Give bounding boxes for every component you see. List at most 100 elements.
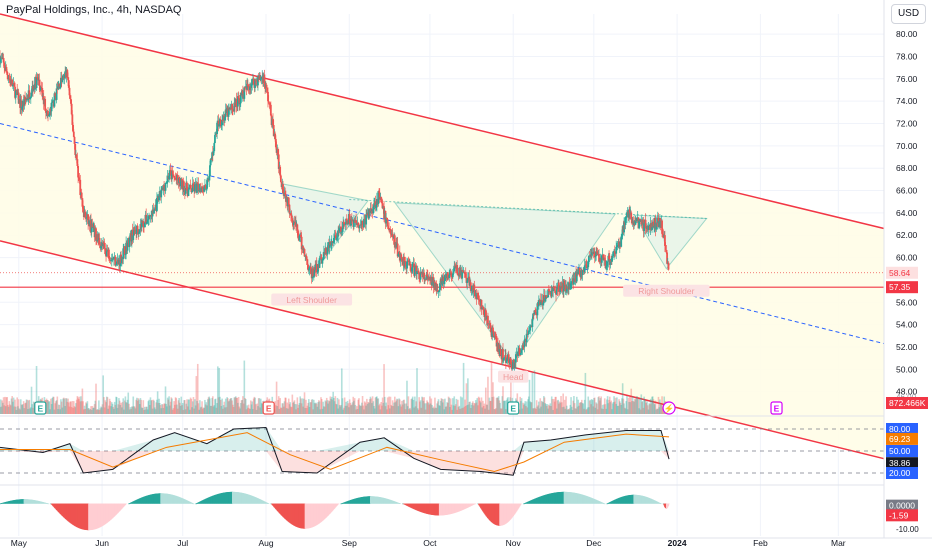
volume-bar	[588, 400, 591, 414]
volume-bar	[90, 406, 92, 414]
oscillator-bar	[603, 503, 605, 504]
volume-bar	[145, 406, 147, 414]
volume-bar	[4, 406, 7, 414]
volume-bar	[236, 397, 238, 414]
volume-bar	[260, 398, 262, 414]
price-axis[interactable]: 80.00 78.00 76.00 74.00 72.00 70.00 68.00 66.00…	[883, 0, 928, 538]
candle-body	[48, 113, 51, 116]
volume-bar	[624, 408, 627, 414]
volume-bar	[166, 406, 168, 414]
candle-body	[85, 217, 88, 219]
candle-body	[325, 248, 327, 254]
volume-bar	[204, 399, 206, 414]
volume-bar	[652, 399, 655, 414]
candle-body	[241, 90, 244, 94]
volume-bar	[650, 403, 653, 414]
volume-bar	[591, 400, 594, 414]
event-markers[interactable]: E E E ⚡ E	[34, 401, 783, 415]
volume-bar	[588, 407, 590, 414]
candle-body	[461, 270, 464, 279]
candle-body	[189, 184, 192, 189]
candle-body	[631, 218, 633, 224]
volume-bar	[11, 396, 13, 414]
candle-body	[296, 224, 299, 234]
volume-bar	[655, 409, 658, 414]
candle-body	[252, 78, 255, 85]
volume-bar	[520, 401, 522, 414]
candle-body	[332, 242, 335, 243]
volume-bar	[212, 406, 215, 414]
volume-bar	[412, 399, 415, 414]
volume-bar	[399, 399, 401, 414]
volume-bar	[367, 402, 370, 414]
volume-bar	[559, 402, 562, 414]
volume-bar	[282, 406, 285, 414]
volume-bar	[72, 407, 74, 414]
candle-body	[35, 77, 38, 88]
volume-bar	[446, 402, 448, 414]
candle-body	[11, 84, 14, 87]
oscillator-bar	[266, 503, 269, 504]
volume-bar	[605, 408, 607, 414]
candle-body	[69, 95, 72, 100]
rsi-lower-fill	[0, 451, 670, 476]
volume-bar	[240, 400, 243, 414]
volume-bar	[67, 402, 70, 414]
oscillator-panel	[0, 484, 884, 531]
volume-bar	[159, 405, 162, 414]
volume-bar	[659, 403, 662, 414]
price-tick-label: 60.00	[896, 253, 918, 263]
volume-bar	[414, 406, 417, 414]
volume-bar	[544, 403, 547, 414]
volume-bar	[428, 404, 430, 414]
candle-body	[381, 202, 383, 204]
candle-body	[474, 290, 476, 297]
candle-body	[612, 253, 615, 256]
volume-bar	[50, 398, 52, 414]
volume-bar	[589, 399, 592, 414]
volume-bar	[580, 402, 582, 414]
currency-button[interactable]: USD	[891, 4, 926, 24]
candle-body	[103, 242, 106, 249]
volume-bar	[211, 397, 213, 414]
volume-bar	[108, 398, 111, 414]
volume-bar	[654, 400, 657, 414]
volume-bar	[462, 362, 465, 414]
candle-body	[147, 218, 150, 220]
candle-body	[100, 246, 102, 249]
volume-bar	[258, 398, 261, 414]
candle-body	[137, 229, 140, 235]
volume-bar	[254, 404, 257, 414]
candle-body	[26, 97, 29, 100]
symbol-title: PayPal Holdings, Inc., 4h, NASDAQ	[6, 4, 182, 16]
channel-lines[interactable]	[0, 13, 885, 460]
candle-body	[423, 272, 426, 280]
volume-bar	[48, 401, 51, 414]
volume-bar	[97, 409, 99, 414]
volume-bar	[487, 376, 489, 414]
candle-body	[628, 209, 631, 215]
volume-bar	[193, 408, 195, 414]
volume-bar	[541, 401, 544, 414]
candle-body	[172, 174, 175, 177]
volume-bar	[146, 406, 148, 414]
volume-bar	[535, 408, 537, 414]
label-head: Head	[503, 372, 524, 382]
volume-bar	[601, 408, 603, 414]
candle-body	[17, 92, 20, 104]
volume-bar	[403, 399, 405, 414]
volume-bar	[505, 409, 507, 414]
time-tick-label: Sep	[342, 538, 357, 548]
time-axis[interactable]: May Jun Jul Aug Sep Oct Nov Dec 2024 Feb Mar	[0, 537, 932, 548]
volume-bar	[397, 406, 400, 414]
candle-body	[23, 96, 26, 106]
volume-bar	[237, 396, 240, 414]
volume-bar	[171, 398, 173, 414]
volume-bar	[198, 409, 200, 414]
last-price-badge-bg	[886, 266, 918, 279]
volume-bar	[533, 370, 536, 414]
volume-bar	[310, 399, 313, 414]
volume-bar	[565, 405, 568, 414]
candle-body	[547, 289, 550, 292]
